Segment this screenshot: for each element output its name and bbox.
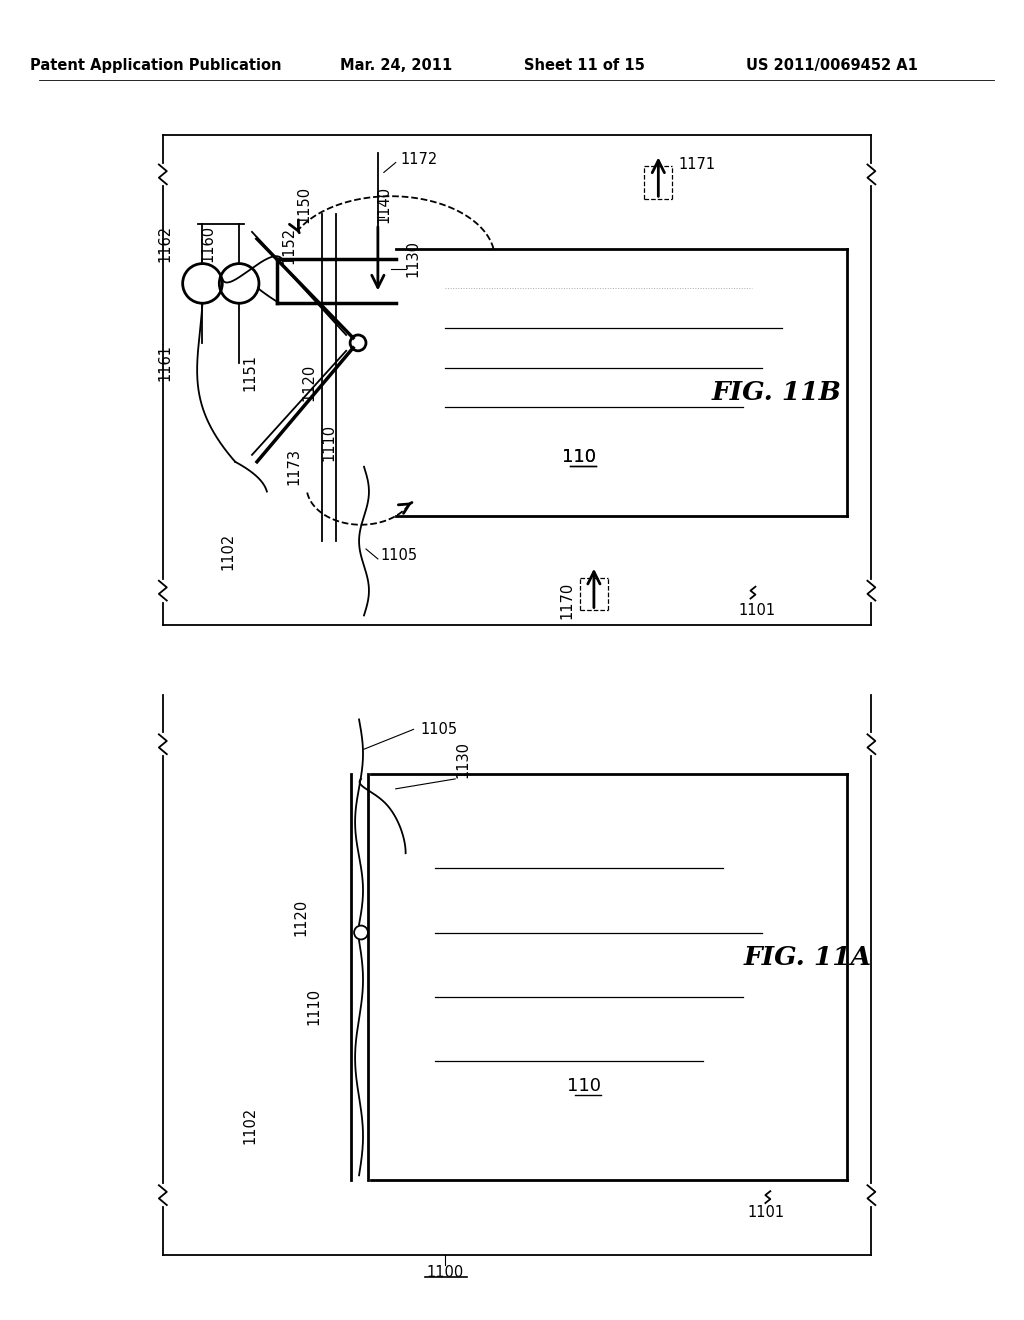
Text: FIG. 11B: FIG. 11B [712,380,842,405]
Text: Mar. 24, 2011: Mar. 24, 2011 [340,58,452,73]
Text: 1150: 1150 [297,186,311,223]
Text: 110: 110 [567,1077,601,1096]
Text: Patent Application Publication: Patent Application Publication [30,58,282,73]
Text: 1151: 1151 [242,354,257,391]
Text: 110: 110 [562,447,596,466]
Text: 1172: 1172 [400,152,438,168]
Text: 110: 110 [562,447,596,466]
Text: 1130: 1130 [456,741,470,777]
Text: 1152: 1152 [282,227,297,264]
Text: Sheet 11 of 15: Sheet 11 of 15 [523,58,644,73]
Text: 1101: 1101 [748,1205,784,1221]
Text: 1171: 1171 [678,157,716,172]
Text: FIG. 11A: FIG. 11A [743,945,871,970]
Text: 1102: 1102 [242,1107,257,1144]
Text: 1120: 1120 [294,899,308,936]
Text: 1102: 1102 [220,532,236,570]
Text: 1120: 1120 [301,364,316,401]
Text: 1161: 1161 [158,345,173,381]
Text: 1110: 1110 [306,989,322,1026]
Text: 1160: 1160 [201,226,215,263]
Text: US 2011/0069452 A1: US 2011/0069452 A1 [745,58,918,73]
Text: 1140: 1140 [377,186,391,223]
Text: 1101: 1101 [738,603,776,618]
Text: 1130: 1130 [406,240,421,277]
Text: 1105: 1105 [381,548,418,564]
Text: 1170: 1170 [560,582,574,619]
Text: 1100: 1100 [427,1265,464,1280]
Text: 1173: 1173 [287,449,302,486]
Text: 1105: 1105 [421,722,458,737]
Text: 1162: 1162 [158,226,173,263]
Text: 1110: 1110 [322,424,336,461]
